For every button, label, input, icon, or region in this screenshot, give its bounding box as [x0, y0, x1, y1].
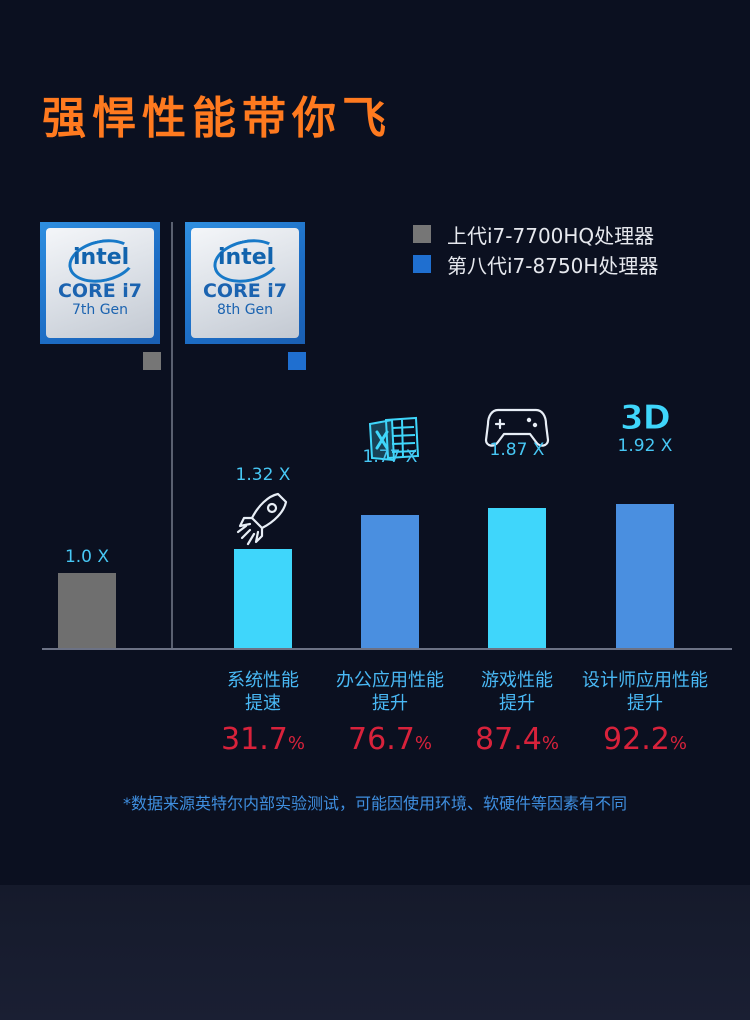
- intel-logo-text: intel: [218, 245, 275, 270]
- improvement-percent-value: 92.2: [603, 722, 670, 757]
- page-title: 强悍性能带你飞: [42, 93, 392, 144]
- improvement-percent-unit: %: [541, 733, 559, 754]
- bar-value-label: 1.77 X: [362, 447, 418, 467]
- legend-item-previous: 上代i7-7700HQ处理器: [413, 220, 654, 248]
- bar-value-label: 1.0 X: [64, 547, 110, 567]
- chart-bar: [234, 549, 292, 648]
- rocket-icon: [236, 492, 288, 546]
- footnote: *数据来源英特尔内部实验测试，可能因使用环境、软硬件等因素有不同: [122, 794, 627, 813]
- 3d-icon: 3D: [620, 398, 672, 439]
- improvement-percent-value: 31.7: [221, 722, 288, 757]
- improvement-percent: 87.4%: [442, 722, 592, 757]
- intel-logo-text: intel: [73, 245, 130, 270]
- chart-bar: [361, 515, 419, 648]
- improvement-percent-unit: %: [414, 733, 432, 754]
- legend-label-8th-gen: 第八代i7-8750H处理器: [447, 253, 659, 278]
- badge-gen-label: 7th Gen: [71, 302, 129, 318]
- improvement-percent: 92.2%: [570, 722, 720, 757]
- legend-label-previous: 上代i7-7700HQ处理器: [447, 223, 655, 248]
- intel-core-i7-8th-gen-badge: intel CORE i7 8th Gen: [185, 222, 305, 344]
- bar-value-label: 1.92 X: [617, 436, 673, 456]
- bar-value-label: 1.32 X: [235, 465, 291, 485]
- chart-bar: [616, 504, 674, 648]
- improvement-percent: 31.7%: [188, 722, 338, 757]
- category-label: 系统性能 提速: [227, 670, 299, 714]
- badge-gen-label: 8th Gen: [216, 302, 274, 318]
- improvement-percent-unit: %: [669, 733, 687, 754]
- improvement-percent-value: 76.7: [348, 722, 415, 757]
- category-label: 办公应用性能 提升: [336, 670, 444, 714]
- badge-core-label: CORE i7: [57, 280, 143, 302]
- badge-color-key-previous: [143, 352, 161, 370]
- badge-core-label: CORE i7: [202, 280, 288, 302]
- chart-bar: [488, 508, 546, 648]
- intel-core-i7-7th-gen-badge: intel CORE i7 7th Gen: [40, 222, 160, 344]
- background-band: [0, 885, 750, 1020]
- improvement-percent-unit: %: [287, 733, 305, 754]
- legend-swatch-previous: [413, 225, 431, 243]
- chart-bar: [58, 573, 116, 648]
- category-label: 设计师应用性能 提升: [582, 670, 708, 714]
- legend-swatch-8th-gen: [413, 255, 431, 273]
- section-divider: [171, 222, 173, 650]
- chart-baseline: [42, 648, 732, 650]
- improvement-percent: 76.7%: [315, 722, 465, 757]
- category-label: 游戏性能 提升: [481, 670, 553, 714]
- improvement-percent-value: 87.4: [475, 722, 542, 757]
- spreadsheet-icon: [368, 416, 420, 462]
- bar-value-label: 1.87 X: [489, 440, 545, 460]
- badge-color-key-8th-gen: [288, 352, 306, 370]
- gamepad-icon: [484, 408, 550, 447]
- legend-item-8th-gen: 第八代i7-8750H处理器: [413, 250, 658, 278]
